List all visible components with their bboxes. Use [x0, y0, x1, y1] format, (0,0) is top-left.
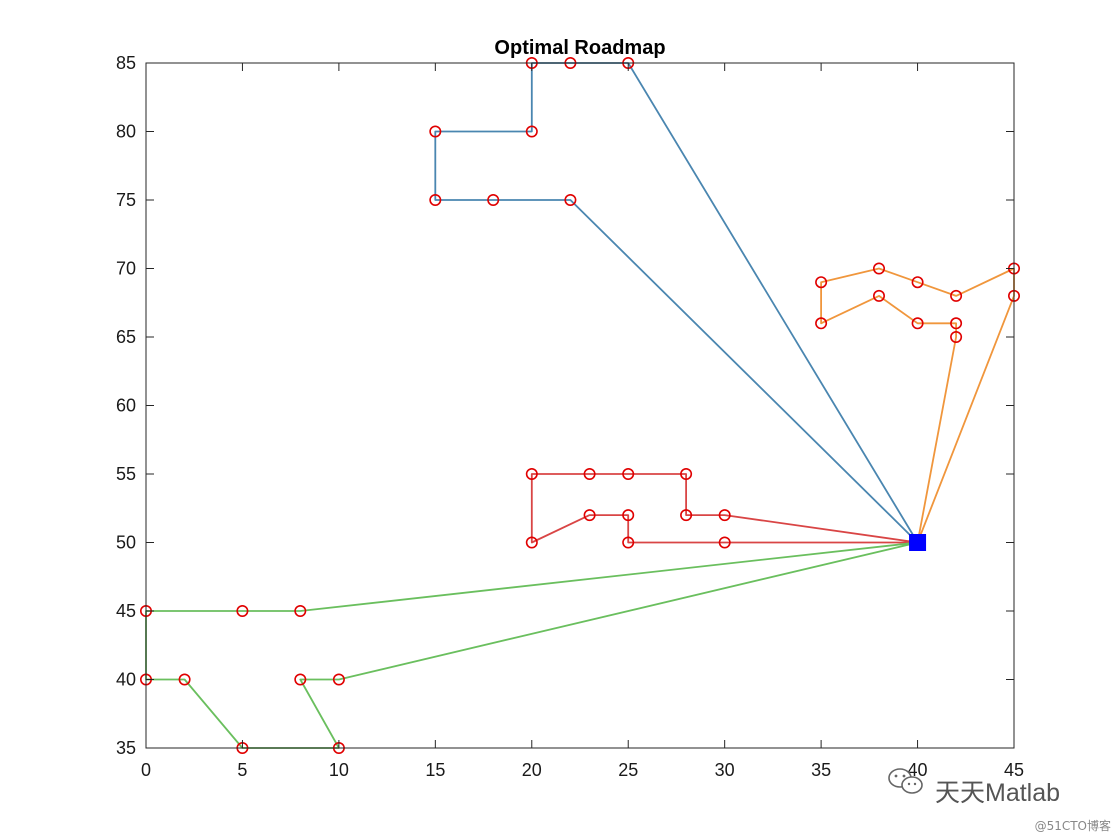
customer-point — [872, 289, 885, 302]
x-tick-label: 30 — [715, 760, 735, 780]
customer-point — [487, 194, 500, 207]
customer-point — [564, 194, 577, 207]
y-tick-label: 45 — [116, 601, 136, 621]
y-tick-label: 65 — [116, 327, 136, 347]
y-tick-label: 75 — [116, 190, 136, 210]
y-tick-label: 60 — [116, 396, 136, 416]
x-tick-label: 15 — [425, 760, 445, 780]
watermark-small-text: @51CTO博客 — [1035, 818, 1111, 833]
customer-point — [294, 673, 307, 686]
wechat-icon — [888, 768, 923, 794]
customer-point — [680, 509, 693, 522]
customer-point — [718, 509, 731, 522]
y-tick-label: 35 — [116, 738, 136, 758]
customer-point — [911, 317, 924, 330]
y-tick-label: 55 — [116, 464, 136, 484]
x-tick-label: 0 — [141, 760, 151, 780]
customer-point — [178, 673, 191, 686]
customer-point — [950, 289, 963, 302]
customer-point — [583, 509, 596, 522]
route-line-4 — [145, 541, 918, 749]
y-tick-label: 70 — [116, 259, 136, 279]
customer-point — [332, 673, 345, 686]
watermark-main-text: 天天Matlab — [935, 779, 1060, 807]
customer-point — [429, 194, 442, 207]
customer-point — [429, 125, 442, 138]
customer-point — [872, 262, 885, 275]
chart-title: Optimal Roadmap — [494, 37, 665, 59]
y-tick-label: 50 — [116, 533, 136, 553]
customer-point — [911, 276, 924, 289]
customer-point — [525, 467, 538, 480]
customer-point — [815, 317, 828, 330]
customer-point — [525, 125, 538, 138]
route-line-3 — [530, 473, 918, 544]
customer-point — [718, 536, 731, 549]
customer-point — [622, 536, 635, 549]
x-tick-label: 45 — [1004, 760, 1024, 780]
customer-point — [525, 536, 538, 549]
watermark: 天天Matlab @51CTO博客 — [888, 768, 1111, 833]
customer-point — [950, 317, 963, 330]
x-tick-label: 40 — [908, 760, 928, 780]
depot-marker — [909, 534, 927, 551]
y-tick-label: 85 — [116, 53, 136, 73]
x-tick-label: 5 — [237, 760, 247, 780]
x-tick-label: 20 — [522, 760, 542, 780]
x-tick-label: 10 — [329, 760, 349, 780]
customer-point — [815, 276, 828, 289]
y-tick-label: 80 — [116, 122, 136, 142]
customer-point — [236, 604, 249, 617]
customer-point — [583, 467, 596, 480]
x-tick-label: 25 — [618, 760, 638, 780]
customer-point — [680, 467, 693, 480]
axes: 0 5 10 15 20 25 30 35 40 45 35 40 45 50 55 60 65 70 75 80 85 — [116, 53, 1024, 780]
customer-point — [622, 467, 635, 480]
customer-point — [294, 604, 307, 617]
y-tick-label: 40 — [116, 670, 136, 690]
customer-point — [950, 330, 963, 343]
x-tick-label: 35 — [811, 760, 831, 780]
customer-point — [622, 509, 635, 522]
